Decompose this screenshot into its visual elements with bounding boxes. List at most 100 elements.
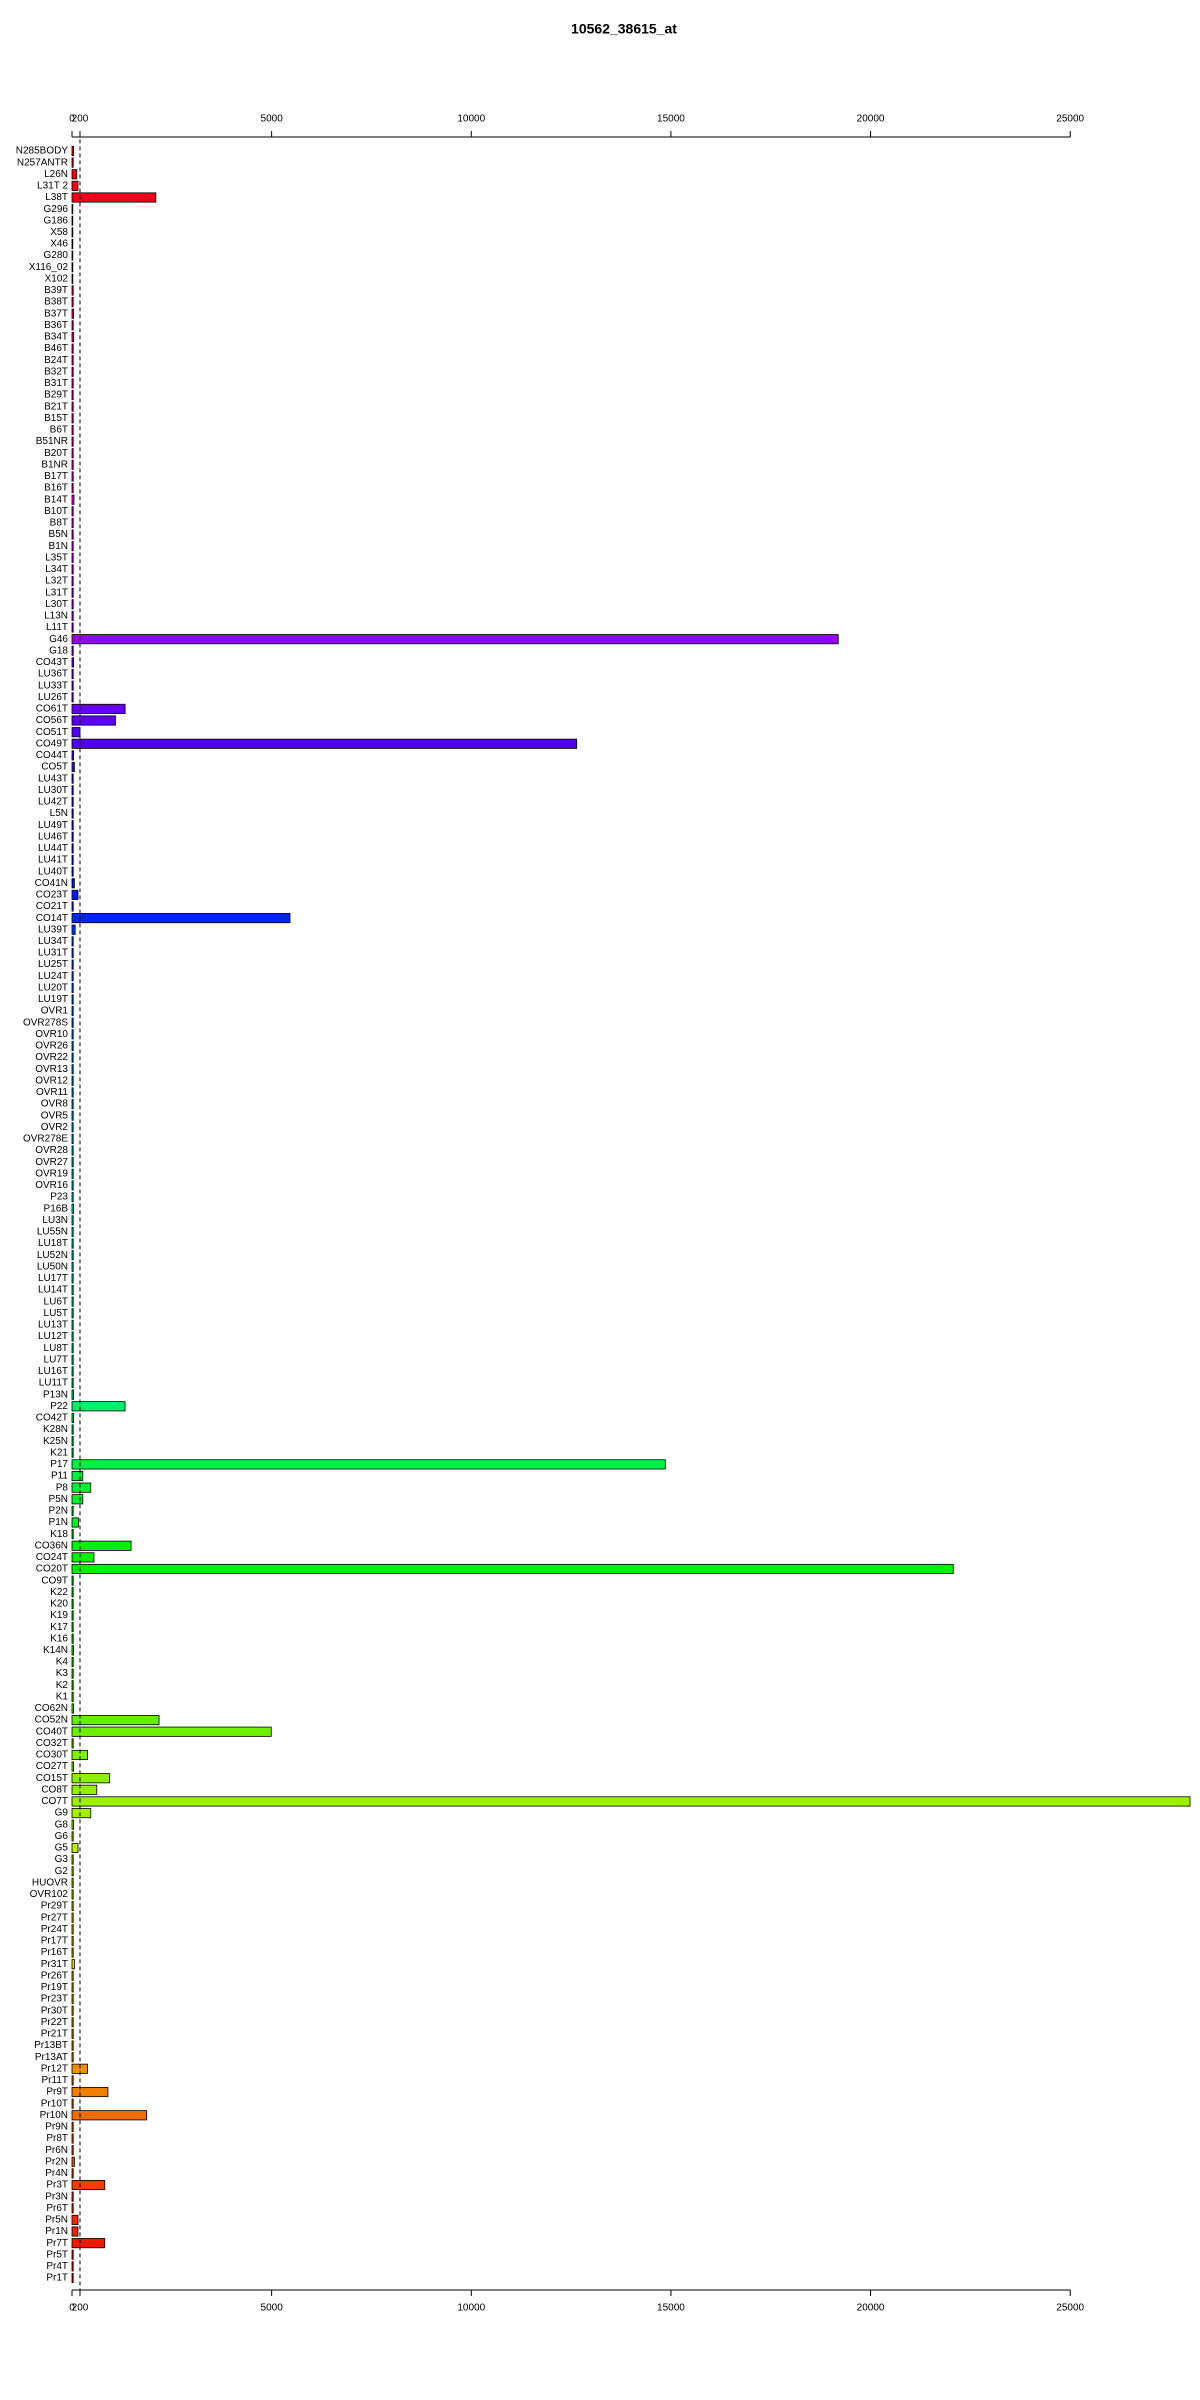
y-tick-label: L35T <box>45 552 68 563</box>
y-tick-label: LU5T <box>44 1308 68 1319</box>
y-tick-label: Pr31T <box>41 1959 68 1970</box>
bar <box>71 866 74 877</box>
y-tick-label: B24T <box>44 355 68 366</box>
bar <box>71 1575 74 1586</box>
bar <box>71 1296 74 1307</box>
bar <box>71 1157 74 1168</box>
y-tick-label: CO56T <box>36 715 68 726</box>
y-tick-label: LU25T <box>38 959 68 970</box>
bar <box>71 541 74 552</box>
bar <box>71 366 74 377</box>
y-tick-label: CO5T <box>41 762 68 773</box>
bar <box>71 808 74 819</box>
y-tick-label: K18 <box>50 1529 68 1540</box>
x-tick-label: 5000 <box>261 114 284 125</box>
y-tick-label: Pr30T <box>41 2005 68 2016</box>
y-tick-label: B31T <box>44 378 68 389</box>
y-tick-label: LU43T <box>38 773 68 784</box>
y-tick-label: CO8T <box>41 1784 68 1795</box>
bar <box>71 750 74 761</box>
bar <box>71 738 578 749</box>
y-tick-label: LU39T <box>38 924 68 935</box>
y-tick-label: LU31T <box>38 948 68 959</box>
bar <box>71 703 126 714</box>
y-tick-label: OVR278S <box>23 1017 68 1028</box>
y-tick-label: P8 <box>56 1482 69 1493</box>
y-tick-label: K14N <box>43 1645 68 1656</box>
bar <box>71 1761 74 1772</box>
bar <box>71 1122 74 1133</box>
bar <box>71 424 74 435</box>
y-tick-label: OVR27 <box>35 1157 68 1168</box>
bar <box>71 785 74 796</box>
y-tick-label: CO21T <box>36 901 68 912</box>
y-tick-label: Pr9T <box>46 2087 68 2098</box>
y-tick-label: B20T <box>44 448 68 459</box>
bar <box>71 2249 74 2260</box>
y-tick-label: P22 <box>50 1401 68 1412</box>
y-tick-label: LU26T <box>38 692 68 703</box>
bar <box>71 1808 92 1819</box>
y-tick-label: OVR8 <box>41 1099 69 1110</box>
bar <box>71 1319 74 1330</box>
y-tick-label: B15T <box>44 413 68 424</box>
y-tick-label: LU52N <box>37 1250 68 1261</box>
bar <box>71 494 75 505</box>
bar <box>71 1831 74 1842</box>
y-tick-label: CO24T <box>36 1552 68 1563</box>
bar <box>71 1994 74 2005</box>
y-tick-label: Pr13AT <box>35 2052 68 2063</box>
bar <box>71 1680 74 1691</box>
bar <box>71 1505 74 1516</box>
bar <box>71 1029 74 1040</box>
y-tick-label: OVR1 <box>41 1006 69 1017</box>
y-tick-label: Pr6N <box>45 2145 68 2156</box>
y-tick-label: HUOVR <box>32 1877 68 1888</box>
y-tick-label: B34T <box>44 332 68 343</box>
x-tick-label: 25000 <box>1056 114 1084 125</box>
bar <box>71 1563 954 1575</box>
y-tick-label: B51NR <box>36 436 68 447</box>
x-tick-label: 5000 <box>261 2303 284 2314</box>
y-tick-label: Pr2N <box>45 2156 68 2167</box>
bar <box>71 645 74 656</box>
y-tick-label: OVR26 <box>35 1041 68 1052</box>
bar <box>71 2214 79 2225</box>
y-tick-label: G5 <box>55 1843 69 1854</box>
bar <box>71 1587 74 1598</box>
y-tick-label: Pr8T <box>46 2133 68 2144</box>
bar <box>71 878 75 889</box>
bar <box>71 2272 74 2284</box>
bar <box>71 1075 74 1086</box>
bar <box>71 1529 74 1540</box>
bar <box>71 273 74 284</box>
bar <box>71 355 74 366</box>
y-tick-label: L32T <box>45 576 68 587</box>
bar <box>71 2203 74 2214</box>
y-tick-label: G6 <box>55 1831 69 1842</box>
bar <box>71 1552 95 1563</box>
bar <box>71 552 74 563</box>
bar <box>71 2156 75 2167</box>
bar <box>71 471 74 482</box>
y-tick-label: CO49T <box>36 738 68 749</box>
y-tick-label: G9 <box>55 1808 69 1819</box>
y-tick-label: CO23T <box>36 890 68 901</box>
bar <box>71 1331 74 1342</box>
bar <box>71 1017 74 1028</box>
y-tick-label: Pr3N <box>45 2191 68 2202</box>
x-tick-label: 0 <box>69 2303 75 2314</box>
y-tick-label: B6T <box>50 425 68 436</box>
x-tick-label: 200 <box>72 114 89 125</box>
bar <box>71 320 74 331</box>
bar <box>71 1389 74 1400</box>
x-tick-label: 10000 <box>457 114 485 125</box>
bar <box>71 924 76 935</box>
bar <box>71 1703 74 1714</box>
bar <box>71 1656 74 1668</box>
bar <box>71 2145 74 2156</box>
y-tick-label: CO30T <box>36 1750 68 1761</box>
y-tick-label: OVR5 <box>41 1110 69 1121</box>
bar <box>71 1273 74 1284</box>
bar <box>71 610 74 621</box>
